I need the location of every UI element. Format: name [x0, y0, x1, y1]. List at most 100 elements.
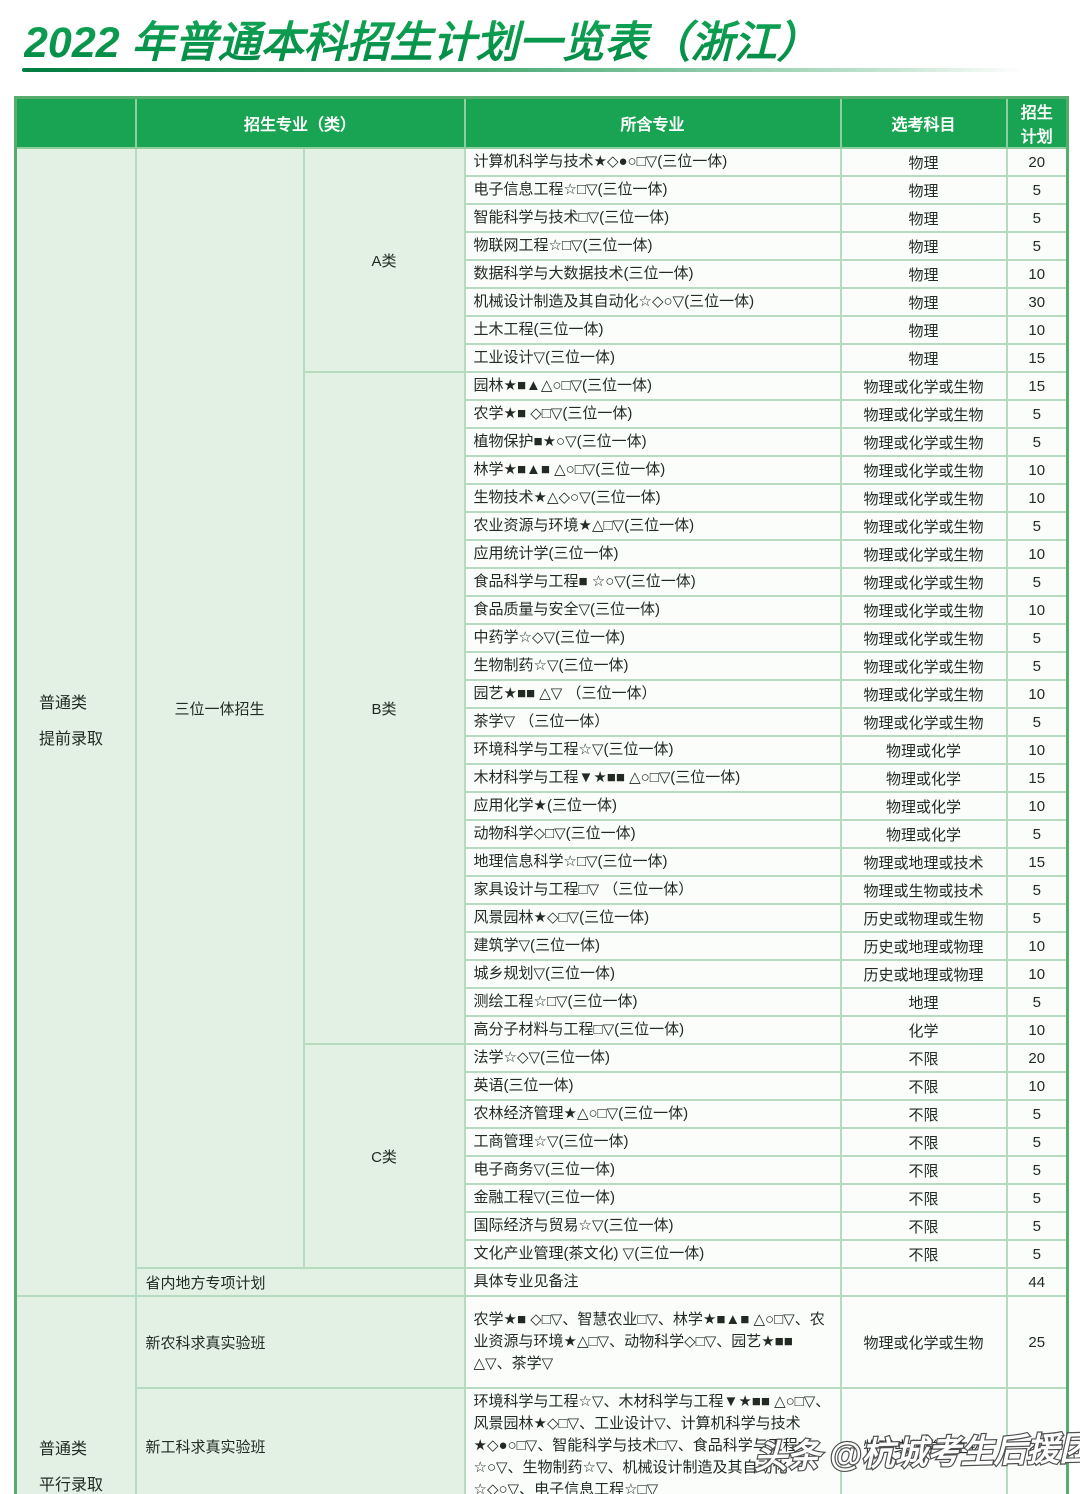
major-name-cell: 林学★■▲■ △○□▽(三位一体) — [463, 455, 842, 485]
major-name-cell: 应用统计学(三位一体) — [463, 539, 842, 569]
plan-cell: 15 — [1005, 763, 1069, 793]
plan-cell: 10 — [1005, 735, 1069, 765]
major-name-cell: 环境科学与工程☆▽(三位一体) — [463, 735, 842, 765]
major-name-cell: 城乡规划▽(三位一体) — [463, 959, 842, 989]
subject-cell: 物理 — [839, 147, 1008, 177]
program-label-cell: 新农科求真实验班 — [134, 1295, 466, 1389]
subject-cell: 历史或地理或物理 — [839, 931, 1008, 961]
table-row: 普通类 提前录取 三位一体招生 A类 计算机科学与技术★◇●○□▽(三位一体) 物理 20 — [14, 147, 1069, 1297]
major-name-cell: 英语(三位一体) — [463, 1071, 842, 1101]
table-row: 建筑学▽(三位一体) 历史或地理或物理 10 — [16, 931, 1069, 961]
subject-cell: 物理或化学 — [839, 735, 1008, 765]
table-row: 电子信息工程☆□▽(三位一体) 物理 5 — [16, 175, 1069, 205]
major-name-cell: 动物科学◇□▽(三位一体) — [463, 819, 842, 849]
plan-cell: 10 — [1005, 455, 1069, 485]
table-row: 高分子材料与工程□▽(三位一体) 化学 10 — [16, 1015, 1069, 1045]
plan-cell: 15 — [1005, 371, 1069, 401]
major-name-cell: 植物保护■★○▽(三位一体) — [463, 427, 842, 457]
table-row: C类 法学☆◇▽(三位一体) 不限 20 — [16, 1043, 1069, 1269]
major-name-cell: 农业资源与环境★△□▽(三位一体) — [463, 511, 842, 541]
subject-cell: 物理 — [839, 259, 1008, 289]
table-row: 生物制药☆▽(三位一体) 物理或化学或生物 5 — [16, 651, 1069, 681]
header-contained: 所含专业 — [463, 96, 842, 149]
subject-cell: 物理或化学或生物 — [839, 707, 1008, 737]
table-row: 工业设计▽(三位一体) 物理 15 — [16, 343, 1069, 373]
major-name-cell: 建筑学▽(三位一体) — [463, 931, 842, 961]
class-label-cell: B类 — [302, 371, 466, 1045]
major-name-cell: 工业设计▽(三位一体) — [463, 343, 842, 373]
table-row: 应用统计学(三位一体) 物理或化学或生物 10 — [16, 539, 1069, 569]
admission-plan-table: 招生专业（类） 所含专业 选考科目 招生计划 普通类 提前录取 三位一体招生 A类计… — [14, 96, 1070, 1494]
table-row: 工商管理☆▽(三位一体) 不限 5 — [16, 1127, 1069, 1157]
plan-cell: 5 — [1005, 903, 1069, 933]
major-name-cell: 生物制药☆▽(三位一体) — [463, 651, 842, 681]
subject-cell: 物理或化学或生物 — [839, 483, 1008, 513]
plan-cell: 10 — [1005, 931, 1069, 961]
table-row: 环境科学与工程☆▽(三位一体) 物理或化学 10 — [16, 735, 1069, 765]
watermark: 头条 @杭城考生后援团 — [752, 1428, 1080, 1476]
subject-cell: 物理或化学或生物 — [839, 679, 1008, 709]
plan-cell: 5 — [1005, 623, 1069, 653]
table-row: 木材科学与工程▼★■■ △○□▽(三位一体) 物理或化学 15 — [16, 763, 1069, 793]
subject-cell: 不限 — [839, 1099, 1008, 1129]
table-row: B类 园林★■▲△○□▽(三位一体) 物理或化学或生物 15 — [16, 371, 1069, 1045]
table-row: 金融工程▽(三位一体) 不限 5 — [16, 1183, 1069, 1213]
plan-cell: 10 — [1005, 959, 1069, 989]
subject-cell: 物理或化学或生物 — [839, 455, 1008, 485]
table-row: 文化产业管理(茶文化) ▽(三位一体) 不限 5 — [16, 1239, 1069, 1269]
plan-cell: 10 — [1005, 791, 1069, 821]
plan-cell: 15 — [1005, 343, 1069, 373]
plan-cell: 10 — [1005, 259, 1069, 289]
table-row: 物联网工程☆□▽(三位一体) 物理 5 — [16, 231, 1069, 261]
major-name-cell: 园林★■▲△○□▽(三位一体) — [463, 371, 842, 401]
page-title: 2022 年普通本科招生计划一览表（浙江） — [24, 8, 820, 70]
subject-cell: 历史或地理或物理 — [839, 959, 1008, 989]
major-name-cell: 测绘工程☆□▽(三位一体) — [463, 987, 842, 1017]
plan-cell: 10 — [1005, 595, 1069, 625]
plan-cell: 5 — [1005, 1183, 1069, 1213]
major-name-cell: 生物技术★△◇○▽(三位一体) — [463, 483, 842, 513]
subject-cell: 不限 — [839, 1155, 1008, 1185]
major-name-cell: 计算机科学与技术★◇●○□▽(三位一体) — [463, 147, 842, 177]
subject-cell: 不限 — [839, 1071, 1008, 1101]
group-cell: 普通类 平行录取 — [14, 1295, 137, 1494]
plan-cell: 10 — [1005, 539, 1069, 569]
plan-cell: 5 — [1005, 567, 1069, 597]
subject-cell: 物理或化学 — [839, 791, 1008, 821]
table-header: 招生专业（类） 所含专业 选考科目 招生计划 — [14, 96, 1069, 149]
plan-cell: 5 — [1005, 175, 1069, 205]
subject-cell: 物理 — [839, 315, 1008, 345]
major-name-cell: 家具设计与工程□▽ （三位一体） — [463, 875, 842, 905]
subject-cell: 物理 — [839, 343, 1008, 373]
plan-cell: 25 — [1005, 1295, 1069, 1389]
major-name-cell: 文化产业管理(茶文化) ▽(三位一体) — [463, 1239, 842, 1269]
major-name-cell: 土木工程(三位一体) — [463, 315, 842, 345]
plan-cell: 5 — [1005, 511, 1069, 541]
subject-cell: 物理或化学或生物 — [839, 371, 1008, 401]
subject-cell: 不限 — [839, 1183, 1008, 1213]
subject-cell: 物理或化学或生物 — [839, 1387, 1008, 1494]
major-name-cell: 茶学▽ （三位一体） — [463, 707, 842, 737]
table-row: 土木工程(三位一体) 物理 10 — [16, 315, 1069, 345]
header-major: 招生专业（类） — [134, 96, 466, 149]
major-name-cell: 电子信息工程☆□▽(三位一体) — [463, 175, 842, 205]
subject-cell: 物理或生物或技术 — [839, 875, 1008, 905]
contained-cell: 农学★■ ◇□▽、智慧农业□▽、林学★■▲■ △○□▽、农业资源与环境★△□▽、… — [463, 1295, 842, 1389]
plan-cell: 5 — [1005, 1127, 1069, 1157]
major-name-cell: 智能科学与技术□▽(三位一体) — [463, 203, 842, 233]
subject-cell: 物理或化学或生物 — [839, 399, 1008, 429]
subject-cell: 化学 — [839, 1015, 1008, 1045]
table-row: 中药学☆◇▽(三位一体) 物理或化学或生物 5 — [16, 623, 1069, 653]
major-name-cell: 数据科学与大数据技术(三位一体) — [463, 259, 842, 289]
header-plan: 招生计划 — [1005, 96, 1069, 149]
subject-cell: 物理或化学或生物 — [839, 427, 1008, 457]
table-row: 城乡规划▽(三位一体) 历史或地理或物理 10 — [16, 959, 1069, 989]
plan-cell: 20 — [1005, 1043, 1069, 1073]
table-row: 风景园林★◇□▽(三位一体) 历史或物理或生物 5 — [16, 903, 1069, 933]
major-name-cell: 地理信息科学☆□▽(三位一体) — [463, 847, 842, 877]
plan-cell: 5 — [1005, 707, 1069, 737]
table-row: 植物保护■★○▽(三位一体) 物理或化学或生物 5 — [16, 427, 1069, 457]
table-row: 地理信息科学☆□▽(三位一体) 物理或地理或技术 15 — [16, 847, 1069, 877]
subject-cell: 地理 — [839, 987, 1008, 1017]
